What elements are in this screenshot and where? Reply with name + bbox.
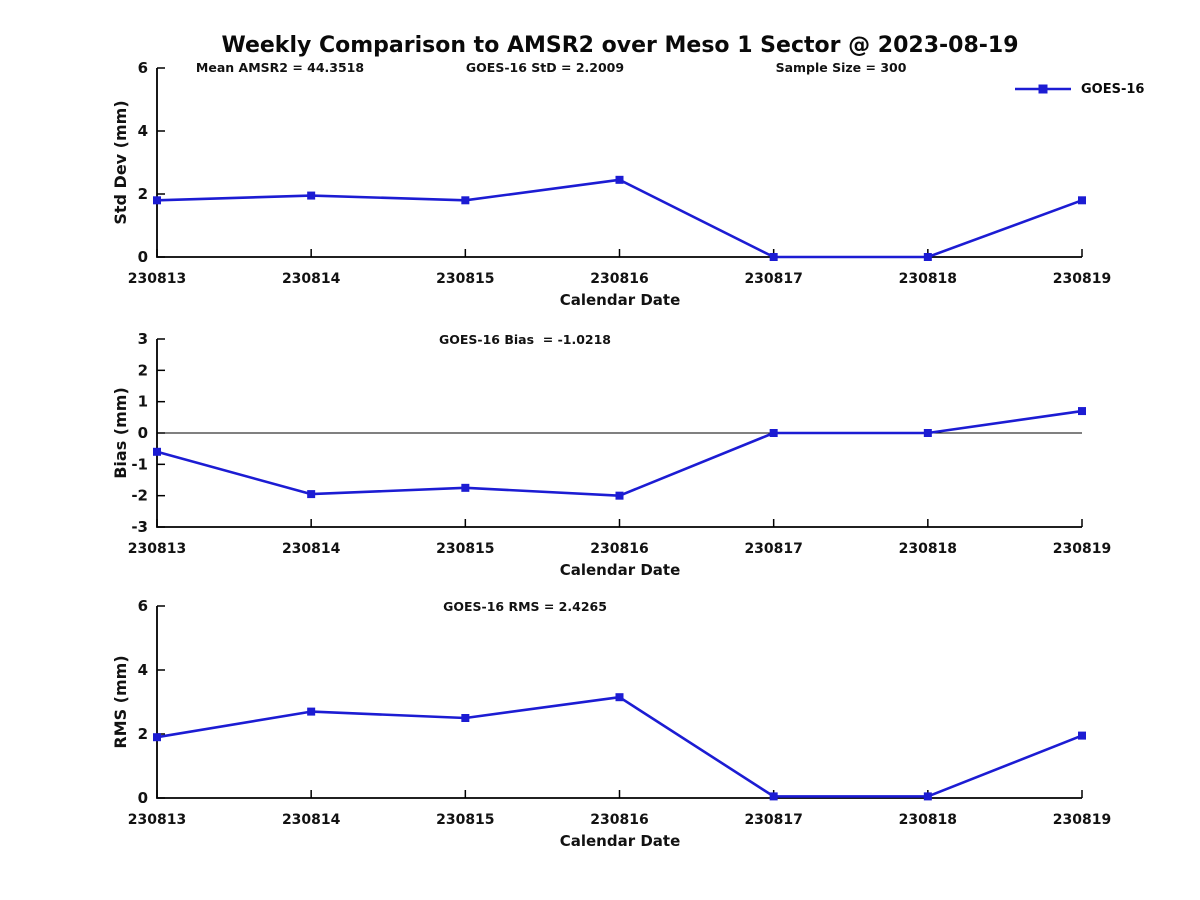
x-tick-label: 230816 bbox=[590, 812, 648, 828]
chart-subtitle: GOES-16 RMS = 2.4265 bbox=[443, 599, 607, 614]
data-point-marker bbox=[153, 733, 161, 742]
y-axis-label: RMS (mm) bbox=[111, 655, 130, 748]
data-point-marker bbox=[769, 253, 778, 261]
data-point-marker bbox=[923, 429, 932, 437]
data-point-marker bbox=[307, 191, 316, 200]
data-point-marker bbox=[1078, 407, 1086, 416]
x-tick-label: 230814 bbox=[282, 541, 341, 557]
data-point-marker bbox=[615, 491, 624, 500]
data-point-marker bbox=[1078, 196, 1086, 205]
x-tick-label: 230814 bbox=[282, 271, 341, 287]
x-axis-label: Calendar Date bbox=[560, 561, 681, 579]
x-tick-label: 230818 bbox=[899, 271, 957, 287]
data-point-marker bbox=[615, 175, 624, 184]
figure-title: Weekly Comparison to AMSR2 over Meso 1 S… bbox=[221, 33, 1019, 58]
x-tick-label: 230815 bbox=[436, 541, 494, 557]
x-tick-label: 230816 bbox=[590, 271, 648, 287]
x-tick-label: 230813 bbox=[128, 812, 186, 828]
y-tick-label: -3 bbox=[131, 518, 148, 536]
data-point-marker bbox=[615, 693, 624, 702]
data-point-marker bbox=[153, 447, 161, 456]
stat-label: Sample Size = 300 bbox=[776, 60, 907, 75]
stat-label: GOES-16 StD = 2.2009 bbox=[466, 60, 624, 75]
y-tick-label: -1 bbox=[131, 455, 148, 473]
axis-rms-panel bbox=[156, 606, 1082, 799]
series-line bbox=[156, 409, 1083, 497]
y-tick-label: 1 bbox=[138, 393, 148, 411]
x-axis-label: Calendar Date bbox=[560, 832, 681, 850]
legend-square-marker bbox=[1038, 84, 1048, 94]
stat-label: Mean AMSR2 = 44.3518 bbox=[196, 60, 364, 75]
chart-subtitle: GOES-16 Bias = -1.0218 bbox=[439, 332, 611, 347]
x-tick-label: 230818 bbox=[899, 541, 957, 557]
y-tick-label: 2 bbox=[138, 185, 148, 203]
x-tick-label: 230819 bbox=[1053, 812, 1111, 828]
y-tick-label: 0 bbox=[138, 789, 148, 807]
data-point-marker bbox=[461, 196, 470, 205]
y-axis-label: Bias (mm) bbox=[111, 387, 130, 479]
y-tick-label: 6 bbox=[138, 59, 148, 77]
data-point-marker bbox=[769, 792, 778, 801]
axis-std-dev-panel bbox=[156, 68, 1082, 258]
x-tick-label: 230815 bbox=[436, 812, 494, 828]
y-tick-label: 0 bbox=[138, 248, 148, 266]
series-line bbox=[156, 178, 1083, 259]
x-tick-label: 230814 bbox=[282, 812, 341, 828]
y-tick-label: 4 bbox=[138, 122, 148, 140]
y-tick-label: 4 bbox=[138, 661, 148, 679]
legend-label: GOES-16 bbox=[1081, 81, 1145, 97]
y-axis-label: Std Dev (mm) bbox=[111, 100, 130, 224]
y-tick-label: 2 bbox=[138, 725, 148, 743]
x-tick-label: 230819 bbox=[1053, 541, 1111, 557]
y-tick-label: -2 bbox=[131, 487, 148, 505]
data-point-marker bbox=[923, 253, 932, 261]
legend-line-marker-icon bbox=[1015, 84, 1071, 94]
data-point-marker bbox=[769, 429, 778, 437]
data-point-marker bbox=[307, 490, 316, 499]
x-tick-label: 230817 bbox=[744, 541, 802, 557]
x-axis-label: Calendar Date bbox=[560, 291, 681, 309]
y-tick-label: 6 bbox=[138, 597, 148, 615]
x-tick-label: 230817 bbox=[744, 271, 802, 287]
x-tick-label: 230818 bbox=[899, 812, 957, 828]
data-point-marker bbox=[461, 714, 470, 722]
y-tick-label: 2 bbox=[138, 361, 148, 379]
x-tick-label: 230817 bbox=[744, 812, 802, 828]
x-tick-label: 230815 bbox=[436, 271, 494, 287]
data-point-marker bbox=[1078, 731, 1086, 740]
series-line bbox=[156, 695, 1083, 798]
data-point-marker bbox=[307, 707, 316, 716]
x-tick-label: 230819 bbox=[1053, 271, 1111, 287]
x-tick-label: 230813 bbox=[128, 271, 186, 287]
y-tick-label: 0 bbox=[138, 424, 148, 442]
data-point-marker bbox=[461, 483, 470, 492]
x-tick-label: 230813 bbox=[128, 541, 186, 557]
data-point-marker bbox=[153, 196, 161, 205]
y-tick-label: 3 bbox=[138, 330, 148, 348]
data-point-marker bbox=[923, 792, 932, 801]
legend: GOES-16 bbox=[1014, 81, 1144, 97]
x-tick-label: 230816 bbox=[590, 541, 648, 557]
